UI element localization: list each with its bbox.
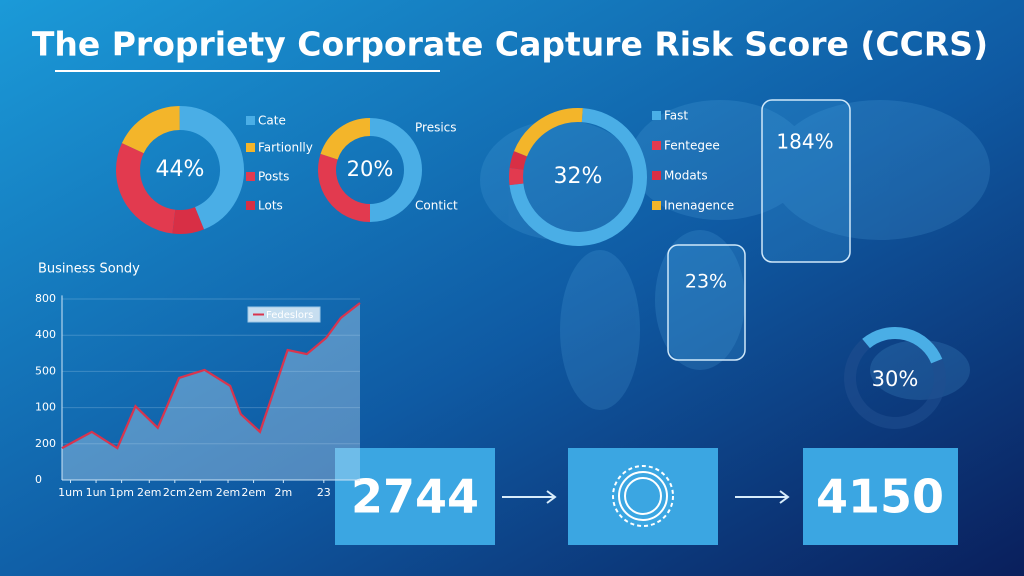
y-tick-label: 800: [35, 292, 56, 305]
line-area: [62, 303, 360, 480]
legend-label: Lots: [258, 199, 283, 213]
legend-swatch: [246, 201, 255, 210]
line: [61, 302, 361, 450]
legend-swatch: [652, 201, 661, 210]
flow-end: 4150: [816, 470, 944, 524]
gear-icon: [612, 465, 674, 527]
callout-value: 23%: [685, 271, 727, 293]
callout-box: [761, 99, 851, 263]
legend-swatch: [652, 171, 661, 180]
legend-label: Fast: [664, 109, 688, 123]
y-tick-label: 100: [35, 401, 56, 414]
legend-label: Fedeslors: [266, 310, 313, 321]
x-tick-label: 1um: [58, 486, 83, 499]
flow-box: [803, 448, 958, 545]
donut-segment: [369, 118, 422, 222]
x-tick-label: 2cm: [163, 486, 187, 499]
segment-label: Contict: [415, 199, 458, 213]
x-tick-label: 1pm: [109, 486, 134, 499]
legend-swatch: [246, 172, 255, 181]
legend-box: [247, 306, 321, 323]
segment-label: Presics: [415, 121, 457, 135]
donut-segment: [172, 206, 204, 234]
donut-segment: [320, 118, 371, 160]
legend-swatch: [246, 143, 255, 152]
chart-title: Business Sondy: [38, 262, 140, 277]
legend-swatch: [246, 116, 255, 125]
x-tick-label: 2m: [275, 486, 293, 499]
x-tick-label: 2em: [241, 486, 265, 499]
legend-label: Modats: [664, 169, 708, 183]
arrow: [735, 490, 790, 504]
y-tick-label: 500: [35, 364, 56, 377]
donut-segment: [509, 167, 524, 186]
y-tick-label: 200: [35, 437, 56, 450]
legend-label: Fentegee: [664, 139, 720, 153]
gauge-label: 30%: [872, 367, 919, 391]
flow-box: [568, 448, 718, 545]
gauge-arc: [862, 327, 943, 364]
donut-center-label: 20%: [347, 157, 394, 181]
donut-segment: [509, 108, 647, 246]
donut-segment: [318, 153, 371, 222]
donut-segment: [514, 108, 583, 157]
donut-segment: [179, 106, 244, 230]
donut-segment: [121, 106, 181, 154]
x-tick-label: 2em: [188, 486, 212, 499]
donut-center-label: 44%: [156, 157, 205, 182]
donut-segment: [116, 143, 176, 234]
y-tick-label: 400: [35, 328, 56, 341]
legend-label: Cate: [258, 114, 286, 128]
y-tick-label: 0: [35, 473, 42, 486]
donut-center-label: 32%: [554, 164, 603, 189]
flow-box: [335, 448, 495, 545]
legend-swatch: [652, 111, 661, 120]
x-tick-label: 2em: [137, 486, 161, 499]
legend-label: Posts: [258, 170, 289, 184]
x-tick-label: 2em: [216, 486, 240, 499]
legend-label: Fartionlly: [258, 141, 313, 155]
legend-swatch: [652, 141, 661, 150]
x-tick-label: 23: [317, 486, 331, 499]
callout-box: [667, 244, 746, 361]
callout-value: 184%: [776, 130, 833, 154]
x-tick-label: 1un: [86, 486, 107, 499]
flow-start: 2744: [351, 470, 479, 524]
legend-label: Inenagence: [664, 199, 734, 213]
title: The Propriety Corporate Capture Risk Sco…: [32, 25, 988, 64]
donut-segment: [509, 151, 528, 170]
arrow: [502, 490, 557, 504]
